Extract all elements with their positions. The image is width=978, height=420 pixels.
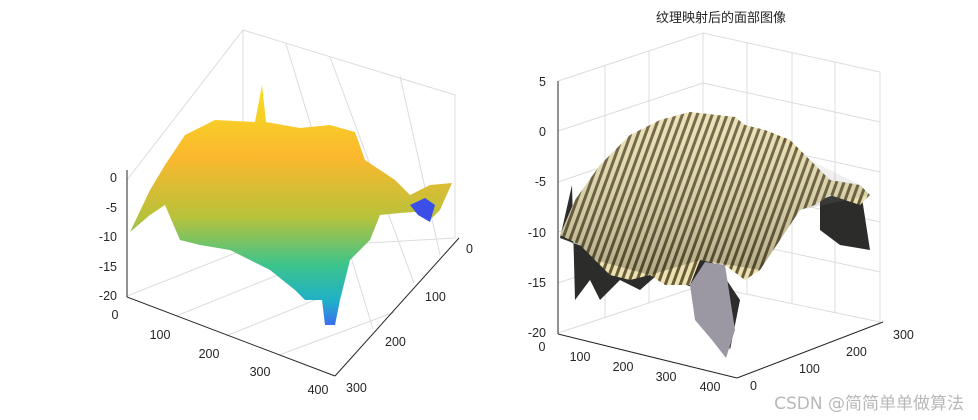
right-y-ticks: 0 100 200 300: [750, 328, 914, 393]
x-tick: 200: [613, 360, 634, 374]
z-tick: -20: [528, 326, 546, 340]
x-tick: 300: [656, 370, 677, 384]
watermark: CSDN @简简单单做算法: [774, 394, 964, 414]
y-tick: 200: [385, 335, 406, 349]
z-tick: 5: [539, 75, 546, 89]
right-axes: 纹理映射后的面部图像 5 0 -5 -: [528, 10, 914, 394]
y-tick: 100: [425, 290, 446, 304]
left-surface: [130, 85, 452, 325]
left-x-ticks: 0 100 200 300 400: [112, 308, 329, 397]
z-tick: -5: [535, 175, 546, 189]
x-tick: 400: [308, 383, 329, 397]
z-tick: 0: [110, 171, 117, 185]
right-surface-shade: [560, 112, 870, 275]
y-tick: 0: [750, 379, 757, 393]
z-tick: -10: [528, 226, 546, 240]
z-tick: -15: [528, 276, 546, 290]
y-tick: 0: [466, 242, 473, 256]
left-z-ticks: 0 -5 -10 -15 -20: [99, 171, 117, 303]
x-tick: 0: [112, 308, 119, 322]
left-axes: 0 -5 -10 -15 -20 0 100 200 300 400 0 100…: [99, 29, 473, 397]
z-tick: -5: [106, 201, 117, 215]
y-tick: 200: [846, 345, 867, 359]
left-axis-lines: [126, 170, 460, 377]
right-z-ticks: 5 0 -5 -10 -15 -20: [528, 75, 546, 340]
z-tick: -10: [99, 230, 117, 244]
z-tick: -15: [99, 260, 117, 274]
y-tick: 300: [893, 328, 914, 342]
right-title: 纹理映射后的面部图像: [656, 10, 786, 26]
y-tick: 300: [346, 381, 367, 395]
right-x-ticks: 0 100 200 300 400: [539, 340, 721, 394]
left-y-ticks: 0 100 200 300: [346, 242, 473, 395]
x-tick: 100: [150, 328, 171, 342]
x-tick: 100: [570, 350, 591, 364]
left-surface-blue-edge: [410, 198, 435, 222]
x-tick: 400: [700, 380, 721, 394]
x-tick: 200: [199, 347, 220, 361]
y-tick: 100: [799, 362, 820, 376]
right-surface-chin: [690, 262, 735, 358]
x-tick: 300: [250, 365, 271, 379]
z-tick: 0: [539, 125, 546, 139]
right-axis-lines: [557, 81, 884, 379]
z-tick: -20: [99, 289, 117, 303]
x-tick: 0: [539, 340, 546, 354]
